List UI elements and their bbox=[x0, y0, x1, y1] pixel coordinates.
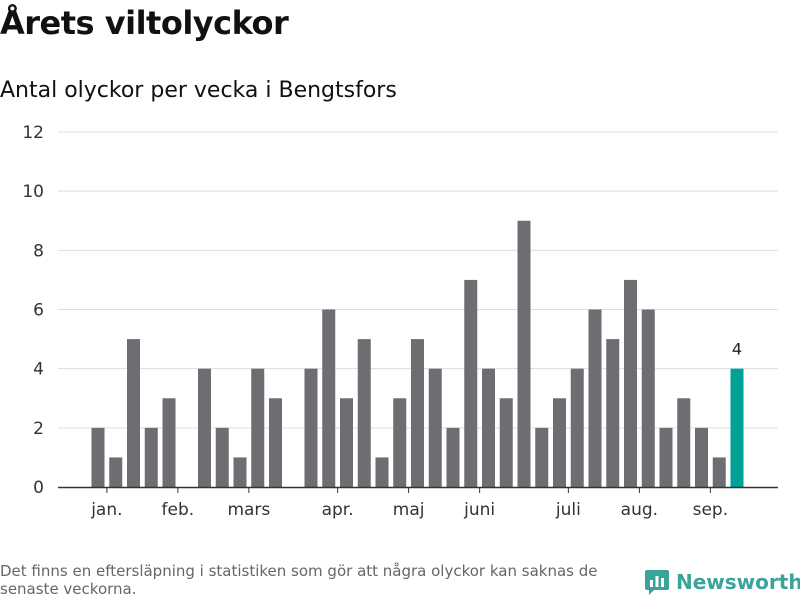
bar[interactable] bbox=[446, 427, 460, 487]
newsworthy-logo-icon bbox=[645, 570, 669, 595]
y-axis-ticks: 0 2 4 6 8 10 12 bbox=[22, 123, 44, 498]
bars bbox=[91, 220, 744, 488]
bar[interactable] bbox=[695, 427, 708, 487]
x-tick-label: feb. bbox=[162, 500, 195, 520]
chart-subtitle: Antal olyckor per vecka i Bengtsfors bbox=[0, 78, 397, 103]
bar[interactable] bbox=[375, 457, 389, 487]
y-tick-label: 0 bbox=[33, 478, 44, 498]
bar[interactable] bbox=[357, 339, 371, 487]
bar[interactable] bbox=[624, 279, 637, 487]
x-tick-label: sep. bbox=[693, 500, 729, 520]
x-tick-label: juli bbox=[555, 500, 581, 520]
bar[interactable] bbox=[606, 339, 620, 487]
bar[interactable] bbox=[127, 339, 140, 487]
bar[interactable] bbox=[482, 368, 495, 487]
bar[interactable] bbox=[641, 309, 655, 488]
bar[interactable] bbox=[588, 309, 602, 488]
bar-latest-week[interactable] bbox=[730, 368, 744, 487]
bar[interactable] bbox=[215, 427, 229, 487]
bar[interactable] bbox=[393, 398, 407, 487]
y-tick-label: 6 bbox=[33, 301, 44, 321]
x-axis-ticks: jan. feb. mars apr. maj juni juli aug. sep. bbox=[90, 487, 728, 520]
brand-name: Newsworthy bbox=[676, 570, 800, 594]
bar[interactable] bbox=[712, 457, 726, 487]
data-labels: 4 bbox=[732, 340, 742, 359]
x-tick-label: apr. bbox=[322, 500, 354, 520]
x-tick-label: jan. bbox=[90, 500, 122, 520]
bar[interactable] bbox=[322, 309, 336, 488]
footnote: Det finns en eftersläpning i statistiken… bbox=[0, 562, 598, 598]
bar[interactable] bbox=[251, 368, 265, 487]
bar[interactable] bbox=[162, 398, 176, 487]
bar[interactable] bbox=[428, 368, 442, 487]
data-label-latest: 4 bbox=[732, 340, 742, 359]
bar[interactable] bbox=[109, 457, 123, 487]
bar[interactable] bbox=[464, 279, 478, 487]
y-tick-label: 10 bbox=[22, 182, 44, 202]
y-tick-label: 12 bbox=[22, 123, 44, 143]
bar[interactable] bbox=[198, 368, 211, 487]
bar[interactable] bbox=[269, 398, 282, 487]
bar[interactable] bbox=[553, 398, 566, 487]
bar[interactable] bbox=[340, 398, 353, 487]
bar[interactable] bbox=[659, 427, 673, 487]
x-tick-label: juni bbox=[463, 500, 495, 520]
bar[interactable] bbox=[499, 398, 513, 487]
bar[interactable] bbox=[517, 220, 531, 487]
chart-title: Årets viltolyckor bbox=[0, 4, 289, 42]
bar[interactable] bbox=[570, 368, 584, 487]
x-tick-label: mars bbox=[227, 500, 270, 520]
bar[interactable] bbox=[677, 398, 691, 487]
bar[interactable] bbox=[304, 368, 318, 487]
y-tick-label: 2 bbox=[33, 419, 44, 439]
bar[interactable] bbox=[411, 339, 424, 487]
x-tick-label: maj bbox=[393, 500, 425, 520]
bar[interactable] bbox=[233, 457, 247, 487]
x-tick-label: aug. bbox=[621, 500, 658, 520]
y-tick-label: 8 bbox=[33, 241, 44, 261]
bar-chart: 0 2 4 6 8 10 12 jan. feb. mars apr. maj juni juli aug… bbox=[22, 123, 778, 520]
y-tick-label: 4 bbox=[33, 360, 44, 380]
brand-logo[interactable]: Newsworthy bbox=[644, 568, 800, 596]
bar[interactable] bbox=[91, 427, 105, 487]
bar[interactable] bbox=[144, 427, 158, 487]
bar[interactable] bbox=[535, 427, 549, 487]
